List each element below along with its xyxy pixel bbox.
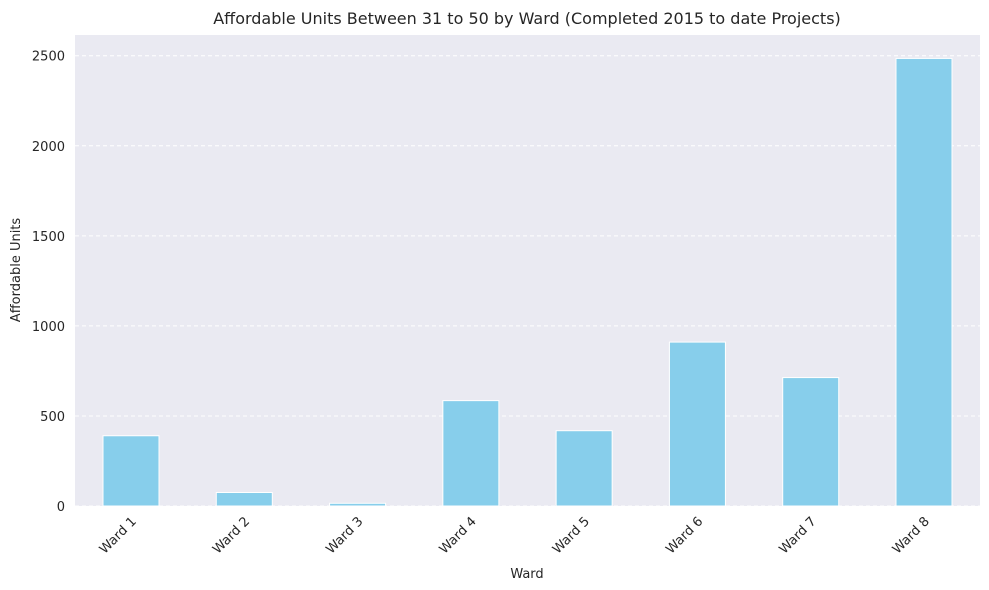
bar-ward-8 xyxy=(895,57,953,507)
y-tick-label: 2000 xyxy=(32,140,65,155)
x-axis-ticks: Ward 1 Ward 2 Ward 3 Ward 4 Ward 5 Ward 6 Ward… xyxy=(97,514,933,557)
x-tick-label: Ward 7 xyxy=(777,514,820,557)
bars xyxy=(102,57,953,507)
bar-ward-7 xyxy=(782,377,840,507)
y-axis-ticks: 0 500 1000 1500 2000 2500 xyxy=(32,50,65,515)
chart-title: Affordable Units Between 31 to 50 by War… xyxy=(213,9,841,28)
y-tick-label: 1000 xyxy=(32,320,65,335)
x-tick-label: Ward 2 xyxy=(210,514,253,557)
x-tick-label: Ward 6 xyxy=(663,514,706,557)
bar-ward-3 xyxy=(329,502,387,507)
x-tick-label: Ward 4 xyxy=(437,514,480,557)
y-tick-label: 2500 xyxy=(32,50,65,65)
bar-ward-2 xyxy=(215,491,273,507)
bar-ward-4 xyxy=(442,400,500,507)
bar-ward-1 xyxy=(102,435,160,507)
y-axis-label: Affordable Units xyxy=(9,218,24,323)
bar-ward-5 xyxy=(555,430,613,507)
y-tick-label: 0 xyxy=(57,500,65,515)
y-tick-label: 500 xyxy=(40,410,65,425)
bar-ward-6 xyxy=(668,341,726,507)
x-tick-label: Ward 8 xyxy=(890,514,933,557)
x-tick-label: Ward 1 xyxy=(97,514,140,557)
x-tick-label: Ward 3 xyxy=(323,514,366,557)
y-tick-label: 1500 xyxy=(32,230,65,245)
plot-area xyxy=(75,35,980,506)
x-axis-label: Ward xyxy=(510,567,543,582)
x-tick-label: Ward 5 xyxy=(550,514,593,557)
